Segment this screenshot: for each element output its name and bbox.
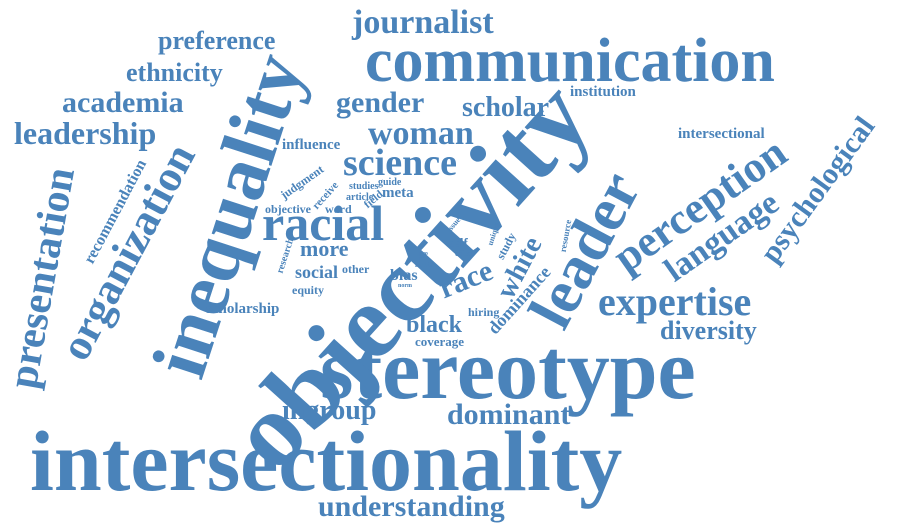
word-preference: preference	[158, 26, 276, 55]
word-institution: institution	[570, 84, 636, 100]
word-presentation: presentation	[0, 164, 85, 392]
word-science: science	[343, 142, 457, 184]
word-media: media	[415, 261, 434, 269]
word-understanding: understanding	[318, 490, 505, 523]
word-leadership: leadership	[14, 115, 157, 151]
word-influence: influence	[282, 137, 341, 153]
word-pro: pro	[419, 251, 428, 257]
word-scholarship: scholarship	[206, 301, 280, 317]
word-scholar: scholar	[462, 92, 550, 123]
word-meta: meta	[382, 185, 414, 201]
word-more: more	[300, 236, 349, 261]
word-dominant: dominant	[447, 398, 571, 431]
word-norm: norm	[398, 283, 412, 289]
word-expertise: expertise	[598, 279, 752, 324]
word-academia: academia	[62, 86, 184, 119]
word-studies: studies	[349, 181, 379, 192]
word-objective: objective	[265, 202, 311, 216]
word-guide: guide	[378, 177, 402, 188]
word-psychological: psychological	[753, 110, 882, 269]
word-stereotype: stereotype	[320, 321, 696, 417]
word-black: black	[406, 312, 463, 338]
word-racial: racial	[262, 195, 385, 251]
word-ethnicity: ethnicity	[126, 58, 223, 87]
word-effect: effect	[455, 249, 474, 258]
word-woman: woman	[368, 115, 474, 152]
word-role: role	[419, 256, 429, 262]
word-social: social	[295, 262, 338, 282]
word-article: article	[346, 192, 374, 203]
word-journalist: journalist	[352, 4, 494, 41]
word-equity: equity	[292, 283, 325, 297]
word-gender: gender	[336, 86, 425, 119]
word-ingroup: ingroup	[282, 395, 377, 426]
word-diversity: diversity	[660, 316, 757, 345]
word-intersectional: intersectional	[678, 126, 765, 142]
word-hiring: hiring	[468, 305, 500, 319]
word-bias: bias	[390, 267, 418, 284]
word-word: word	[325, 202, 352, 216]
word-communication: communication	[365, 27, 775, 95]
word-coverage: coverage	[415, 334, 465, 349]
word-intersectionality: intersectionality	[30, 413, 623, 509]
word-other: other	[342, 262, 370, 276]
word-self: self	[449, 235, 468, 250]
